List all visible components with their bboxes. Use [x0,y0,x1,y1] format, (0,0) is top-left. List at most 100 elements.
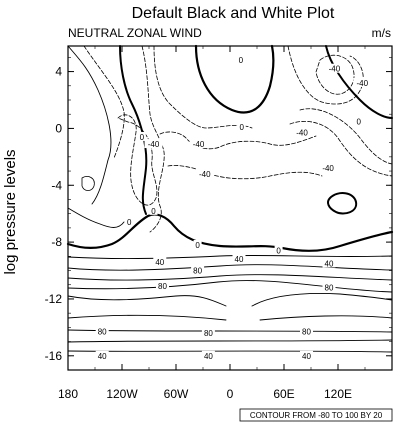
contour-label-bg [95,326,109,336]
contour-label-bg [144,139,163,149]
x-tick-label: 0 [227,387,234,401]
contour-label-bg [193,239,202,249]
plot-frame [67,45,393,371]
x-tick-label: 180 [58,387,78,401]
contour-lines [66,44,394,353]
x-tick-label: 60E [273,387,294,401]
contour-neg40-lower-center [167,165,323,180]
contour-label: -40 [329,65,341,74]
contour-label: 80 [158,282,167,291]
contour-label: 40 [302,352,311,361]
contour-label-bg [354,116,363,126]
contour-zero-thick-main [66,213,394,252]
contour-neg40-right-mid [289,121,393,177]
contour-neg40-wave-center [159,131,317,150]
contour-80-c [259,315,393,321]
contour-label-bg [201,350,215,360]
contour-label: 40 [155,258,164,267]
y-tick-label: -16 [45,349,63,363]
contour-label: 0 [239,123,244,132]
contour-20-b [67,350,393,353]
y-tick-label: -8 [51,235,62,249]
contour-100-a [67,295,227,307]
contour-label: 40 [98,352,107,361]
contour-label: 40 [235,255,244,264]
contour-label-bg [95,350,109,360]
contour-60-b [67,329,393,333]
contour-label-bg [300,326,313,336]
contour-40-a [67,264,393,271]
contour-zero-thick-right [325,45,393,119]
contour-60-a [67,274,393,281]
contour-label: 0 [127,218,132,227]
contour-100-b [251,293,393,307]
x-tick-label: 60W [164,387,189,401]
contour-neg20-left [83,45,125,159]
left-string: NEUTRAL ZONAL WIND [68,26,202,40]
contour-zero-thin-left-lower [67,207,125,228]
contour-label: 0 [276,247,281,256]
contour-label-bg [236,55,245,65]
x-tick-label: 120W [106,387,138,401]
contour-label: -40 [357,79,369,88]
contour-label-bg [274,245,283,255]
contour-label: 80 [302,328,311,337]
contour-label-bg [353,77,372,87]
contour-20-a [67,254,393,259]
contour-label-bg [325,63,344,73]
contour-label: 0 [140,133,145,142]
right-string: m/s [372,26,391,40]
contour-label-bg [153,257,167,266]
contour-label: -40 [148,140,160,149]
contour-label: 80 [325,284,334,293]
contour-zero-left-upper [67,45,112,205]
x-tick-label: 120E [324,387,352,401]
contour-label: 40 [325,259,334,268]
contour-label-bg [293,127,311,137]
contour-label: 0 [356,117,361,126]
contour-label: -40 [296,129,308,138]
contour-label: 0 [151,207,156,216]
contour-label: 80 [193,267,202,276]
contour-label: 0 [195,241,200,250]
contour-label-bg [232,254,246,264]
contour-label: -40 [322,164,334,173]
contour-label-bg [191,265,205,275]
y-tick-label: -12 [45,292,63,306]
contour-label-bg [322,282,336,292]
contour-label-bg [195,168,214,178]
y-axis: 40-4-8-12-16 [45,57,392,363]
contour-neg40-right-loop [315,54,355,95]
contour-neg20-top-center [153,45,253,129]
contour-label: -40 [193,140,205,149]
contour-label: 80 [98,328,107,337]
contour-neg20-top-right [287,45,364,105]
contour-small-loop-left [81,176,95,191]
y-tick-label: 4 [55,65,62,79]
x-axis: 180 120W 60W 0 60E 120E [58,46,393,401]
contour-label: 80 [204,329,213,338]
y-tick-label: 0 [55,121,62,135]
contour-neg40-loop-left [117,114,158,206]
y-axis-label: log pressure levels [2,149,19,274]
contour-label-bg [319,163,338,173]
contour-label: -40 [199,170,211,179]
y-tick-label: -4 [51,178,62,192]
contour-label-bg [300,350,313,360]
contour-label-bg [322,258,336,268]
contour-zero-right-small-oval [327,192,358,215]
chart-title: Default Black and White Plot [132,5,335,22]
contour-neg20-right-mid [299,108,393,165]
contour-label-bg [237,122,246,131]
contour-label-bg [189,139,208,149]
contour-label: 40 [204,352,213,361]
contour-40-b [67,339,393,343]
contour-label: 0 [239,56,244,65]
contour-label-bg [149,205,158,215]
contour-80-b [67,314,227,321]
contour-zero-thick-left-spike [119,45,148,215]
contour-80-a [67,280,393,293]
contour-info: CONTOUR FROM -80 TO 100 BY 20 [250,411,383,420]
